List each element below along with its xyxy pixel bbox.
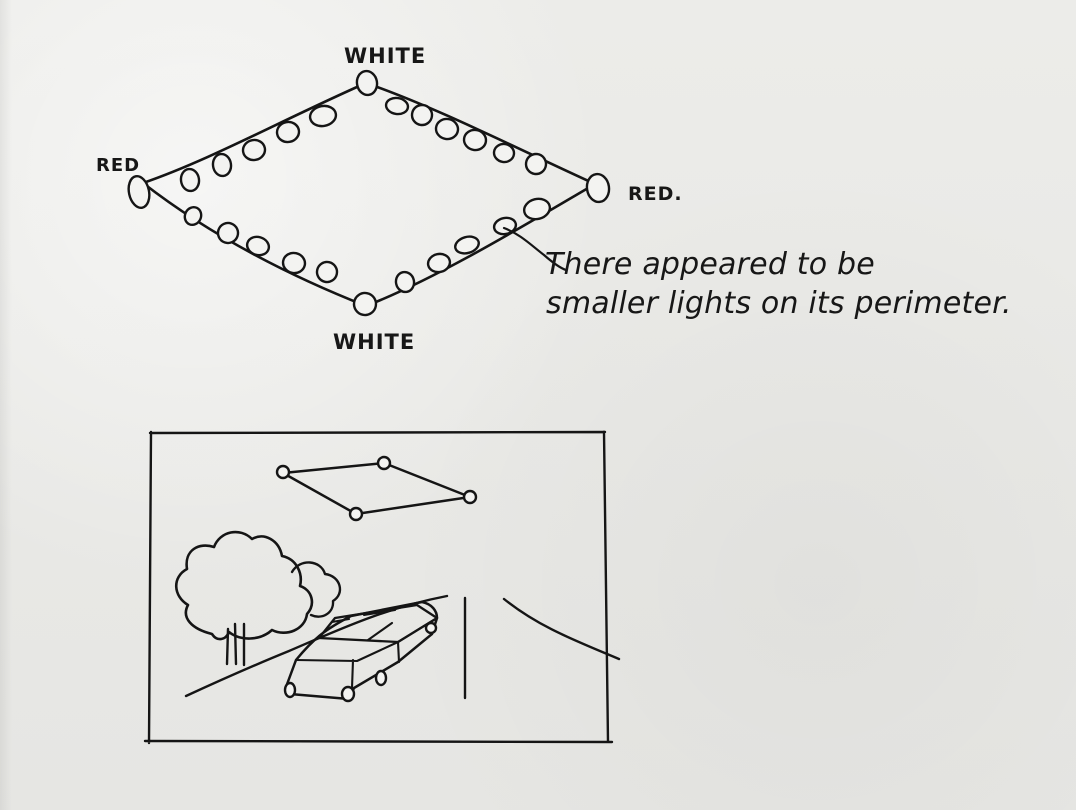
left-red-label: RED — [96, 155, 140, 176]
page-edge-shadow — [0, 0, 12, 810]
car-windows — [330, 608, 439, 644]
scene-craft-light-bottom — [348, 506, 364, 522]
annotation-pointer — [502, 226, 568, 272]
right-road-edge — [502, 597, 621, 661]
upper-right-perimeter-light-3 — [434, 117, 460, 141]
tree-trunk — [225, 622, 246, 667]
scene-craft-light-left — [275, 464, 291, 480]
scene-craft-light-top — [376, 455, 392, 471]
right-red-label: RED. — [628, 183, 683, 205]
bottom-corner-light — [352, 291, 378, 317]
upper-right-perimeter-light-2 — [410, 103, 434, 127]
scene-car — [283, 600, 439, 703]
tree-canopy — [174, 530, 314, 641]
top-white-label: WHITE — [344, 44, 426, 68]
upper-left-perimeter-light-3 — [241, 138, 267, 162]
scene-frame — [143, 430, 614, 745]
scene-craft-light-right — [462, 489, 478, 505]
lower-left-perimeter-light-5 — [315, 260, 339, 284]
lower-left-perimeter-light-4 — [281, 251, 307, 275]
lower-left-perimeter-light-1 — [183, 205, 203, 227]
scene-craft-outline — [281, 461, 472, 516]
car-body — [284, 600, 439, 701]
lower-right-perimeter-light-5 — [522, 197, 552, 221]
right-corner-light — [585, 172, 611, 204]
left-road-edge — [184, 594, 449, 698]
left-corner-light — [127, 175, 151, 209]
annotation-line-2: smaller lights on its perimeter. — [546, 286, 1012, 321]
upper-right-perimeter-light-5 — [492, 142, 516, 164]
upper-left-perimeter-light-5 — [308, 104, 338, 128]
lower-left-perimeter-light-3 — [245, 235, 271, 257]
car-side-lines — [294, 640, 401, 690]
lower-right-perimeter-light-2 — [426, 252, 452, 274]
car-back-wheel — [374, 669, 388, 687]
upper-right-perimeter-light-6 — [524, 152, 548, 176]
tree-canopy-lobe-right — [290, 561, 342, 618]
top-corner-light — [355, 69, 379, 97]
upper-left-perimeter-light-4 — [275, 120, 301, 144]
bottom-white-label: WHITE — [333, 330, 415, 354]
lower-right-perimeter-light-3 — [454, 235, 480, 255]
upper-left-perimeter-light-2 — [211, 152, 233, 178]
annotation-line-1: There appeared to be — [545, 247, 875, 282]
scene-tree — [174, 530, 342, 667]
upper-right-perimeter-light-4 — [462, 128, 488, 152]
scene-craft — [275, 455, 478, 522]
car-front-wheel — [283, 681, 297, 699]
car-rear-wheel — [340, 685, 356, 703]
upper-left-perimeter-light-1 — [179, 167, 201, 193]
car-back-wheel-2 — [424, 621, 438, 635]
diamond-outline — [141, 81, 597, 308]
lower-right-perimeter-light-1 — [394, 270, 416, 294]
upper-right-perimeter-light-1 — [384, 96, 410, 116]
lower-left-perimeter-light-2 — [216, 221, 240, 245]
upper-diamond-diagram — [127, 69, 611, 317]
lower-scene-sketch — [143, 430, 621, 745]
